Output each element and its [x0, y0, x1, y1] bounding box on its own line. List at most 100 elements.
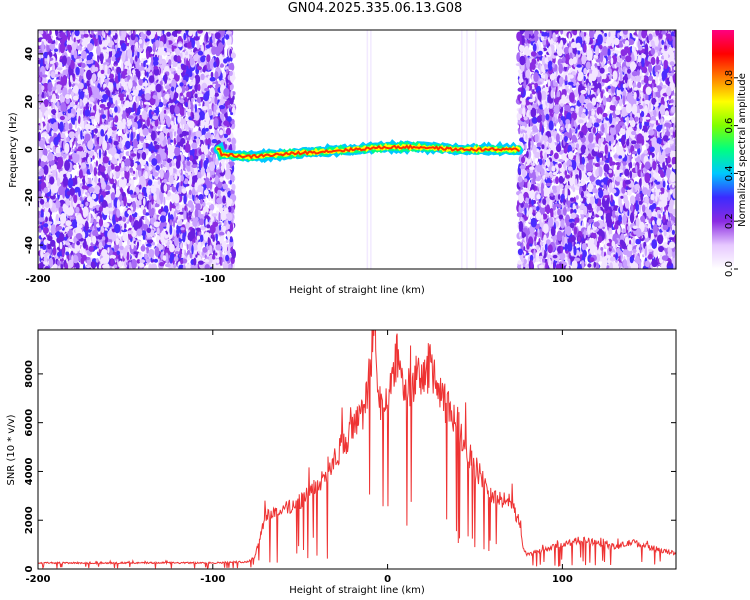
noise-speckle — [89, 112, 96, 116]
noise-speckle — [106, 241, 112, 246]
noise-speckle — [146, 227, 152, 233]
noise-speckle — [144, 253, 149, 260]
noise-speckle — [197, 241, 202, 252]
noise-speckle — [169, 67, 176, 72]
noise-speckle — [85, 235, 90, 245]
noise-speckle — [230, 112, 234, 116]
noise-speckle — [231, 249, 236, 260]
noise-speckle — [219, 251, 223, 258]
noise-speckle — [107, 108, 110, 119]
noise-speckle — [86, 183, 93, 187]
noise-speckle — [139, 259, 146, 264]
noise-speckle — [137, 241, 139, 247]
noise-speckle — [185, 264, 191, 269]
noise-speckle — [228, 137, 232, 143]
noise-speckle — [50, 224, 56, 236]
noise-speckle — [142, 82, 149, 87]
noise-speckle — [156, 30, 162, 37]
noise-speckle — [107, 80, 113, 91]
noise-speckle — [150, 130, 156, 141]
noise-speckle — [120, 171, 124, 178]
noise-speckle — [72, 95, 79, 101]
noise-speckle — [169, 255, 173, 264]
noise-speckle — [108, 137, 112, 144]
noise-speckle — [217, 189, 221, 196]
noise-speckle — [57, 133, 61, 141]
noise-speckle — [51, 109, 57, 115]
noise-speckle — [129, 214, 133, 223]
noise-speckle — [68, 155, 73, 160]
noise-speckle — [54, 220, 58, 225]
noise-speckle — [56, 67, 63, 71]
noise-speckle — [212, 264, 217, 269]
noise-speckle — [219, 221, 222, 226]
noise-speckle — [106, 101, 112, 108]
noise-speckle — [160, 164, 163, 169]
noise-speckle — [175, 48, 181, 57]
noise-speckle — [195, 227, 201, 232]
noise-speckle — [154, 144, 160, 150]
noise-speckle — [173, 36, 178, 40]
noise-speckle — [198, 218, 205, 226]
noise-speckle — [83, 33, 89, 38]
noise-speckle — [38, 217, 45, 222]
noise-speckle — [191, 112, 194, 120]
noise-speckle — [174, 106, 180, 115]
noise-speckle — [113, 264, 118, 269]
noise-speckle — [204, 127, 209, 132]
noise-speckle — [126, 69, 131, 75]
noise-speckle — [203, 93, 210, 102]
noise-speckle — [62, 74, 68, 86]
noise-speckle — [229, 36, 232, 45]
noise-speckle — [112, 175, 117, 180]
noise-speckle — [111, 158, 118, 165]
noise-speckle — [188, 189, 192, 195]
noise-speckle — [168, 148, 172, 155]
noise-speckle — [101, 249, 108, 257]
noise-speckle — [108, 160, 111, 166]
noise-speckle — [60, 106, 67, 112]
noise-speckle — [164, 52, 171, 56]
noise-speckle — [215, 258, 220, 264]
noise-speckle — [174, 30, 179, 34]
noise-speckle — [109, 213, 112, 220]
noise-speckle — [225, 254, 230, 262]
noise-speckle — [124, 158, 131, 167]
noise-speckle — [150, 257, 153, 262]
noise-speckle — [115, 100, 118, 108]
noise-speckle — [88, 245, 94, 252]
noise-speckle — [97, 114, 100, 125]
noise-speckle — [59, 42, 66, 54]
noise-speckle — [98, 242, 103, 250]
noise-speckle — [127, 209, 132, 215]
noise-speckle — [153, 109, 160, 114]
noise-speckle — [100, 129, 105, 137]
noise-speckle — [38, 124, 41, 131]
noise-speckle — [65, 220, 72, 227]
noise-speckle — [38, 176, 43, 180]
noise-speckle — [197, 260, 204, 265]
noise-speckle — [148, 144, 153, 152]
noise-speckle — [81, 254, 87, 261]
noise-speckle — [200, 234, 204, 243]
noise-speckle — [38, 150, 43, 160]
noise-speckle — [229, 70, 233, 76]
noise-speckle — [210, 71, 214, 79]
noise-speckle — [169, 243, 175, 253]
noise-speckle — [132, 170, 136, 174]
noise-speckle — [213, 117, 219, 129]
noise-speckle — [124, 100, 131, 109]
noise-speckle — [94, 207, 97, 214]
noise-speckle — [131, 241, 134, 250]
noise-speckle — [174, 173, 178, 181]
noise-speckle — [207, 236, 210, 247]
noise-speckle — [82, 178, 85, 183]
noise-speckle — [198, 103, 201, 107]
noise-speckle — [208, 108, 213, 116]
noise-speckle — [78, 188, 81, 198]
noise-speckle — [126, 199, 132, 204]
noise-speckle — [163, 109, 167, 114]
noise-speckle — [127, 230, 134, 235]
noise-speckle — [205, 168, 210, 173]
